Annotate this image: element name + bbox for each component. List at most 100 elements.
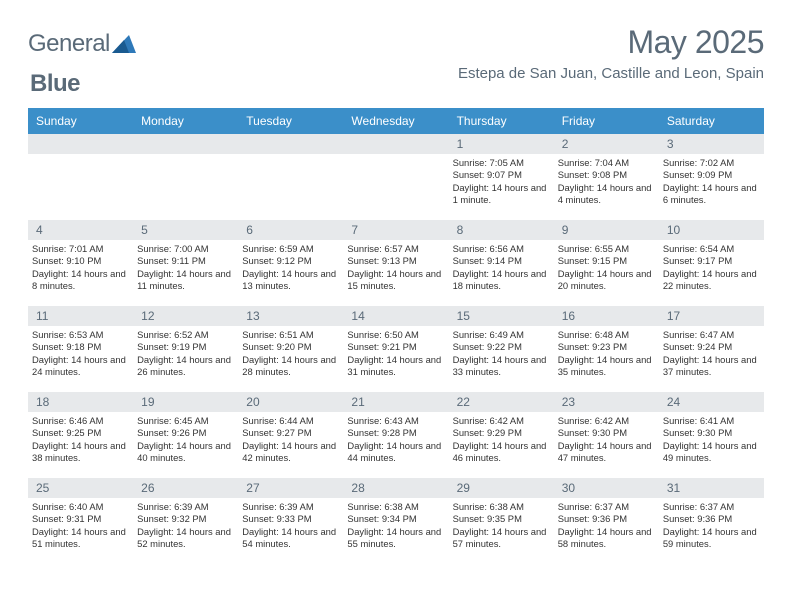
sunset-text: Sunset: 9:10 PM bbox=[32, 255, 129, 267]
sunrise-text: Sunrise: 6:59 AM bbox=[242, 243, 339, 255]
daynum-bar: 29 bbox=[449, 478, 554, 498]
sunset-text: Sunset: 9:07 PM bbox=[453, 169, 550, 181]
sunrise-text: Sunrise: 6:38 AM bbox=[347, 501, 444, 513]
calendar-cell bbox=[343, 134, 448, 220]
daynum-bar: 27 bbox=[238, 478, 343, 498]
sunrise-text: Sunrise: 6:37 AM bbox=[663, 501, 760, 513]
sunrise-text: Sunrise: 6:55 AM bbox=[558, 243, 655, 255]
daynum-bar: 17 bbox=[659, 306, 764, 326]
daynum-bar-empty bbox=[28, 134, 133, 154]
sunset-text: Sunset: 9:32 PM bbox=[137, 513, 234, 525]
cell-body: Sunrise: 6:38 AMSunset: 9:34 PMDaylight:… bbox=[343, 498, 448, 553]
daylight-text: Daylight: 14 hours and 35 minutes. bbox=[558, 354, 655, 379]
daylight-text: Daylight: 14 hours and 4 minutes. bbox=[558, 182, 655, 207]
dayheader: Thursday bbox=[449, 108, 554, 134]
sunrise-text: Sunrise: 6:42 AM bbox=[558, 415, 655, 427]
daylight-text: Daylight: 14 hours and 38 minutes. bbox=[32, 440, 129, 465]
sunrise-text: Sunrise: 6:40 AM bbox=[32, 501, 129, 513]
sunrise-text: Sunrise: 6:52 AM bbox=[137, 329, 234, 341]
daynum-bar: 18 bbox=[28, 392, 133, 412]
dayheader: Tuesday bbox=[238, 108, 343, 134]
daylight-text: Daylight: 14 hours and 1 minute. bbox=[453, 182, 550, 207]
daylight-text: Daylight: 14 hours and 20 minutes. bbox=[558, 268, 655, 293]
daylight-text: Daylight: 14 hours and 15 minutes. bbox=[347, 268, 444, 293]
cell-body: Sunrise: 7:01 AMSunset: 9:10 PMDaylight:… bbox=[28, 240, 133, 295]
sunrise-text: Sunrise: 6:39 AM bbox=[242, 501, 339, 513]
cell-body: Sunrise: 6:54 AMSunset: 9:17 PMDaylight:… bbox=[659, 240, 764, 295]
sunset-text: Sunset: 9:29 PM bbox=[453, 427, 550, 439]
sunrise-text: Sunrise: 6:54 AM bbox=[663, 243, 760, 255]
cell-body: Sunrise: 7:00 AMSunset: 9:11 PMDaylight:… bbox=[133, 240, 238, 295]
daylight-text: Daylight: 14 hours and 42 minutes. bbox=[242, 440, 339, 465]
sunset-text: Sunset: 9:24 PM bbox=[663, 341, 760, 353]
sunrise-text: Sunrise: 7:02 AM bbox=[663, 157, 760, 169]
sunset-text: Sunset: 9:35 PM bbox=[453, 513, 550, 525]
calendar-cell: 16Sunrise: 6:48 AMSunset: 9:23 PMDayligh… bbox=[554, 306, 659, 392]
daynum-bar: 20 bbox=[238, 392, 343, 412]
daylight-text: Daylight: 14 hours and 33 minutes. bbox=[453, 354, 550, 379]
daylight-text: Daylight: 14 hours and 11 minutes. bbox=[137, 268, 234, 293]
calendar-cell bbox=[133, 134, 238, 220]
daylight-text: Daylight: 14 hours and 57 minutes. bbox=[453, 526, 550, 551]
dayheader: Sunday bbox=[28, 108, 133, 134]
daynum-bar: 19 bbox=[133, 392, 238, 412]
sunset-text: Sunset: 9:15 PM bbox=[558, 255, 655, 267]
daynum-bar-empty bbox=[238, 134, 343, 154]
sunrise-text: Sunrise: 6:44 AM bbox=[242, 415, 339, 427]
month-title: May 2025 bbox=[458, 24, 764, 61]
daylight-text: Daylight: 14 hours and 18 minutes. bbox=[453, 268, 550, 293]
cell-body: Sunrise: 6:44 AMSunset: 9:27 PMDaylight:… bbox=[238, 412, 343, 467]
daylight-text: Daylight: 14 hours and 47 minutes. bbox=[558, 440, 655, 465]
sunset-text: Sunset: 9:20 PM bbox=[242, 341, 339, 353]
daynum-bar: 28 bbox=[343, 478, 448, 498]
brand-triangle-icon bbox=[112, 35, 136, 53]
calendar-cell: 20Sunrise: 6:44 AMSunset: 9:27 PMDayligh… bbox=[238, 392, 343, 478]
sunset-text: Sunset: 9:25 PM bbox=[32, 427, 129, 439]
calendar-cell: 13Sunrise: 6:51 AMSunset: 9:20 PMDayligh… bbox=[238, 306, 343, 392]
calendar-body: 1Sunrise: 7:05 AMSunset: 9:07 PMDaylight… bbox=[28, 134, 764, 564]
calendar-cell bbox=[238, 134, 343, 220]
daylight-text: Daylight: 14 hours and 26 minutes. bbox=[137, 354, 234, 379]
cell-body: Sunrise: 6:47 AMSunset: 9:24 PMDaylight:… bbox=[659, 326, 764, 381]
daynum-bar: 22 bbox=[449, 392, 554, 412]
sunset-text: Sunset: 9:30 PM bbox=[558, 427, 655, 439]
daylight-text: Daylight: 14 hours and 8 minutes. bbox=[32, 268, 129, 293]
daynum-bar: 21 bbox=[343, 392, 448, 412]
daylight-text: Daylight: 14 hours and 59 minutes. bbox=[663, 526, 760, 551]
daynum-bar: 1 bbox=[449, 134, 554, 154]
daylight-text: Daylight: 14 hours and 37 minutes. bbox=[663, 354, 760, 379]
calendar-cell: 27Sunrise: 6:39 AMSunset: 9:33 PMDayligh… bbox=[238, 478, 343, 564]
calendar-cell: 24Sunrise: 6:41 AMSunset: 9:30 PMDayligh… bbox=[659, 392, 764, 478]
cell-body: Sunrise: 7:05 AMSunset: 9:07 PMDaylight:… bbox=[449, 154, 554, 209]
cell-body: Sunrise: 7:04 AMSunset: 9:08 PMDaylight:… bbox=[554, 154, 659, 209]
daylight-text: Daylight: 14 hours and 28 minutes. bbox=[242, 354, 339, 379]
daynum-bar: 5 bbox=[133, 220, 238, 240]
daylight-text: Daylight: 14 hours and 58 minutes. bbox=[558, 526, 655, 551]
sunset-text: Sunset: 9:13 PM bbox=[347, 255, 444, 267]
daynum-bar: 9 bbox=[554, 220, 659, 240]
cell-body: Sunrise: 6:50 AMSunset: 9:21 PMDaylight:… bbox=[343, 326, 448, 381]
daynum-bar: 30 bbox=[554, 478, 659, 498]
calendar-page: General May 2025 Estepa de San Juan, Cas… bbox=[0, 0, 792, 572]
sunrise-text: Sunrise: 6:43 AM bbox=[347, 415, 444, 427]
cell-body: Sunrise: 6:42 AMSunset: 9:30 PMDaylight:… bbox=[554, 412, 659, 467]
daylight-text: Daylight: 14 hours and 54 minutes. bbox=[242, 526, 339, 551]
daynum-bar: 12 bbox=[133, 306, 238, 326]
daynum-bar: 3 bbox=[659, 134, 764, 154]
daynum-bar: 7 bbox=[343, 220, 448, 240]
dayheader: Monday bbox=[133, 108, 238, 134]
calendar-cell: 4Sunrise: 7:01 AMSunset: 9:10 PMDaylight… bbox=[28, 220, 133, 306]
daylight-text: Daylight: 14 hours and 46 minutes. bbox=[453, 440, 550, 465]
calendar-table: SundayMondayTuesdayWednesdayThursdayFrid… bbox=[28, 108, 764, 564]
calendar-cell: 9 Sunrise: 6:55 AMSunset: 9:15 PMDaylight… bbox=[554, 220, 659, 306]
daylight-text: Daylight: 14 hours and 6 minutes. bbox=[663, 182, 760, 207]
daynum-bar: 31 bbox=[659, 478, 764, 498]
brand-name-a: General bbox=[28, 30, 110, 58]
daynum-bar: 14 bbox=[343, 306, 448, 326]
sunrise-text: Sunrise: 6:53 AM bbox=[32, 329, 129, 341]
calendar-cell: 31Sunrise: 6:37 AMSunset: 9:36 PMDayligh… bbox=[659, 478, 764, 564]
sunrise-text: Sunrise: 7:01 AM bbox=[32, 243, 129, 255]
sunset-text: Sunset: 9:30 PM bbox=[663, 427, 760, 439]
daynum-bar: 25 bbox=[28, 478, 133, 498]
calendar-cell: 8Sunrise: 6:56 AMSunset: 9:14 PMDaylight… bbox=[449, 220, 554, 306]
